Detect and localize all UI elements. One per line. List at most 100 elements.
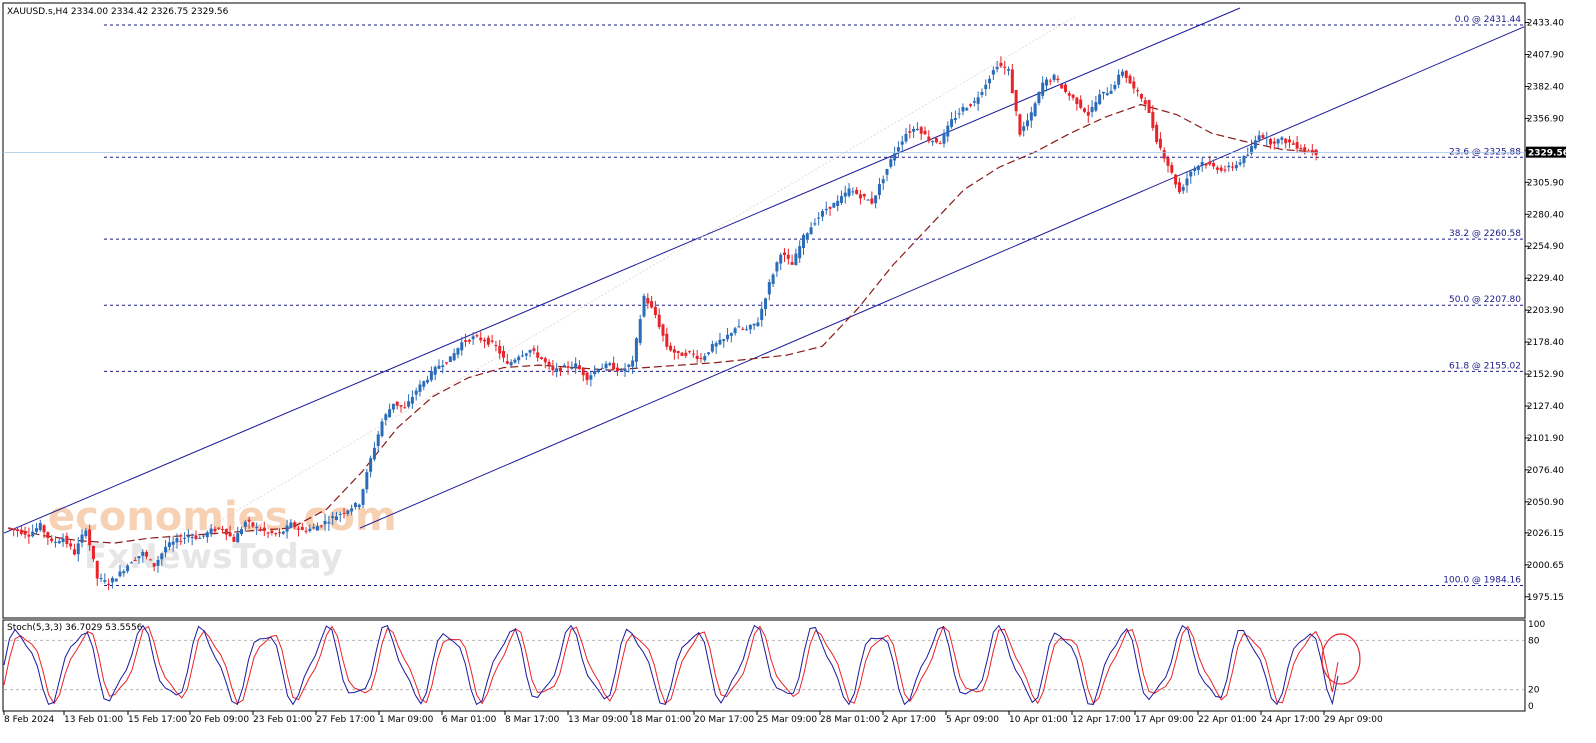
candle-body	[1212, 163, 1216, 167]
candle-body	[1291, 143, 1295, 145]
candle-body	[388, 409, 392, 418]
candle-body	[346, 510, 350, 514]
candle-body	[1200, 162, 1204, 166]
candle-body	[429, 371, 433, 381]
time-tick-label: 20 Feb 09:00	[190, 715, 249, 725]
candle-body	[414, 390, 418, 395]
candle-body	[1063, 84, 1067, 92]
stoch-k-line	[3, 624, 1339, 706]
candle-body	[824, 208, 828, 211]
price-tick-label: 2076.40	[1527, 466, 1564, 476]
candle-body	[543, 358, 547, 363]
candle-body	[1018, 114, 1022, 135]
candle-body	[110, 577, 114, 583]
candle-body	[988, 78, 992, 84]
stoch-pane[interactable]	[2, 619, 1526, 712]
candle-body	[524, 353, 528, 356]
candle-body	[691, 353, 695, 355]
candle-body	[1109, 90, 1113, 94]
time-tick-label: 2 Apr 17:00	[883, 715, 936, 725]
candle-body	[164, 546, 168, 553]
candle-body	[475, 335, 479, 337]
candle-body	[680, 352, 684, 356]
candle-body	[61, 538, 65, 543]
candle-body	[350, 508, 354, 512]
candle-body	[331, 516, 335, 518]
candle-body	[1139, 94, 1143, 99]
price-tick-label: 2127.40	[1527, 402, 1564, 412]
candle-body	[1288, 139, 1292, 143]
candle-body	[820, 210, 824, 217]
candle-body	[1272, 141, 1276, 144]
candle-body	[881, 179, 885, 184]
price-axis: 2433.402407.902382.402356.902331.402305.…	[1525, 19, 1564, 603]
candle-body	[965, 108, 969, 111]
candle-body	[467, 339, 471, 342]
candle-body	[817, 217, 821, 219]
time-tick-label: 10 Apr 01:00	[1009, 715, 1068, 725]
candle-body	[456, 348, 460, 355]
candle-body	[517, 356, 521, 361]
candle-body	[353, 502, 357, 508]
candle-body	[34, 528, 38, 532]
candle-body	[684, 352, 688, 356]
candle-body	[866, 199, 870, 201]
candle-body	[251, 522, 255, 527]
candle-body	[141, 551, 145, 556]
trend-channel	[3, 7, 1525, 563]
candle-body	[707, 352, 711, 355]
candle-body	[122, 571, 126, 574]
price-tick-label: 2382.40	[1527, 82, 1564, 92]
candle-body	[555, 368, 559, 372]
candle-body	[547, 361, 551, 366]
candle-body	[183, 537, 187, 539]
candle-body	[748, 324, 752, 330]
candle-body	[308, 528, 312, 532]
candle-body	[729, 333, 733, 336]
candle-body	[171, 541, 175, 545]
candle-body	[972, 101, 976, 103]
price-tick-label: 2407.90	[1527, 50, 1564, 60]
candle-body	[464, 340, 468, 342]
candle-body	[801, 234, 805, 249]
candle-body	[274, 533, 278, 535]
candle-body	[798, 246, 802, 259]
candle-body	[574, 363, 578, 368]
candle-body	[403, 407, 407, 409]
stoch-tick-label: 20	[1528, 686, 1540, 696]
price-tick-label: 2203.90	[1527, 306, 1564, 316]
candle-body	[376, 434, 380, 447]
candle-body	[1101, 91, 1105, 94]
candle-body	[665, 333, 669, 347]
candle-body	[976, 97, 980, 104]
time-tick-label: 27 Feb 17:00	[316, 715, 375, 725]
candle-body	[1299, 148, 1303, 150]
current-price-marker: 2329.56	[3, 146, 1569, 159]
candle-body	[69, 543, 73, 547]
candle-body	[1185, 178, 1189, 186]
candle-body	[1246, 154, 1250, 156]
candle-body	[194, 535, 198, 539]
fib-level-label: 38.2 @ 2260.58	[1449, 229, 1521, 239]
candle-body	[653, 306, 657, 315]
candle-body	[23, 530, 27, 535]
price-tick-label: 2050.90	[1527, 498, 1564, 508]
candle-body	[1215, 167, 1219, 170]
price-tick-label: 2280.40	[1527, 210, 1564, 220]
candle-body	[1223, 169, 1227, 171]
candle-body	[1056, 78, 1060, 81]
candle-body	[551, 366, 555, 371]
price-tick-label: 2101.90	[1527, 434, 1564, 444]
candle-body	[832, 203, 836, 208]
candle-body	[1181, 186, 1185, 191]
candle-body	[1310, 149, 1314, 153]
candle-body	[1219, 167, 1223, 171]
candle-body	[650, 301, 654, 308]
candle-body	[460, 342, 464, 351]
candle-body	[585, 372, 589, 381]
candle-body	[505, 361, 509, 364]
candle-body	[91, 545, 95, 560]
candle-body	[896, 147, 900, 152]
candle-body	[129, 562, 133, 564]
